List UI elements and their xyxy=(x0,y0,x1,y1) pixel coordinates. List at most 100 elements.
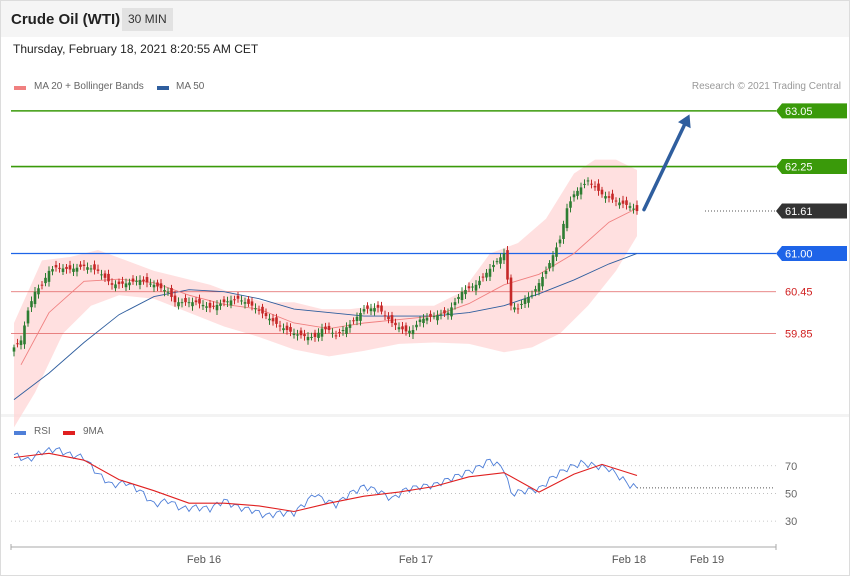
candle-body xyxy=(341,330,345,332)
candle-body xyxy=(499,257,502,264)
candle-body xyxy=(131,278,135,282)
candle-body xyxy=(576,190,579,196)
candle-body xyxy=(429,313,432,317)
candle-body xyxy=(149,283,152,285)
candle-body xyxy=(212,305,215,307)
candle-body xyxy=(264,312,268,317)
candle-body xyxy=(600,189,604,195)
candle-body xyxy=(324,326,327,330)
candle-body xyxy=(327,325,331,330)
legend-rsi-label: RSI xyxy=(34,426,51,437)
timeframe-badge[interactable]: 30 MIN xyxy=(122,8,173,31)
candle-body xyxy=(604,196,607,199)
level-label-2: 61.61 xyxy=(785,206,813,218)
candle-body xyxy=(40,284,44,286)
candle-body xyxy=(369,308,373,312)
candle-body xyxy=(135,280,138,282)
candle-body xyxy=(103,273,107,278)
legend-ma50-label: MA 50 xyxy=(176,81,205,92)
level-tag-0 xyxy=(776,103,847,119)
candle-body xyxy=(47,270,51,282)
candle-body xyxy=(12,347,16,352)
candle-body xyxy=(145,277,149,283)
candle-body xyxy=(618,202,621,206)
candle-body xyxy=(450,307,453,317)
x-tick-3: Feb 19 xyxy=(690,554,724,566)
candle-body xyxy=(37,288,40,295)
candle-body xyxy=(625,200,628,205)
candle-body xyxy=(425,317,429,321)
panel-divider xyxy=(1,414,849,417)
candle-body xyxy=(194,300,198,303)
candle-body xyxy=(513,307,516,310)
candle-body xyxy=(373,308,376,312)
candle-body xyxy=(257,309,261,311)
x-tick-2: Feb 18 xyxy=(612,554,646,566)
legend-swatch-9ma xyxy=(63,431,75,435)
candle-body xyxy=(79,264,82,267)
candle-body xyxy=(240,300,243,302)
candle-body xyxy=(201,304,205,307)
candle-body xyxy=(229,300,233,306)
target-arrow-head xyxy=(678,114,691,129)
candle-body xyxy=(114,284,117,289)
candle-body xyxy=(348,324,352,328)
candle-body xyxy=(478,280,481,286)
candle-body xyxy=(100,274,103,276)
candle-body xyxy=(355,316,359,322)
candle-body xyxy=(408,330,411,334)
legend-ma20-label: MA 20 + Bollinger Bands xyxy=(34,81,144,92)
candle-body xyxy=(464,290,467,295)
candle-body xyxy=(215,304,219,311)
candle-body xyxy=(208,302,212,308)
candle-body xyxy=(495,261,499,263)
candle-body xyxy=(110,283,114,285)
candle-body xyxy=(23,325,26,345)
candle-body xyxy=(75,267,79,272)
candle-body xyxy=(558,239,562,244)
candle-body xyxy=(275,317,278,324)
candle-body xyxy=(292,333,296,336)
candle-body xyxy=(180,302,184,304)
candle-body xyxy=(173,295,177,303)
candle-body xyxy=(233,299,236,301)
candle-body xyxy=(439,314,443,316)
candle-body xyxy=(345,327,348,334)
candle-body xyxy=(614,200,618,202)
instrument-title: Crude Oil (WTI) xyxy=(11,11,121,28)
candle-body xyxy=(467,286,471,289)
level-tag-1 xyxy=(776,159,847,175)
candle-body xyxy=(418,319,422,323)
level-tag-3 xyxy=(776,245,847,261)
candle-body xyxy=(586,180,590,182)
candle-body xyxy=(401,326,404,330)
candle-body xyxy=(331,332,334,334)
candle-body xyxy=(590,183,593,185)
candle-body xyxy=(313,332,317,337)
candle-body xyxy=(65,266,68,269)
candle-body xyxy=(219,303,222,306)
candle-body xyxy=(282,328,285,331)
candle-body xyxy=(376,304,380,308)
candle-body xyxy=(236,295,240,299)
candle-body xyxy=(362,309,366,312)
candle-body xyxy=(124,283,128,288)
level-label-5: 59.85 xyxy=(785,328,813,340)
candle-body xyxy=(383,315,387,317)
candle-body xyxy=(492,264,495,268)
candle-body xyxy=(597,183,600,191)
candle-body xyxy=(359,312,362,321)
candle-body xyxy=(527,296,530,303)
candle-body xyxy=(334,335,338,337)
candle-body xyxy=(271,318,275,322)
rsi-9ma-line xyxy=(13,452,638,513)
candle-body xyxy=(278,325,282,327)
candle-body xyxy=(565,208,569,229)
candle-body xyxy=(530,295,534,297)
candle-body xyxy=(170,288,173,297)
rsi-tick-50: 50 xyxy=(785,488,797,500)
candle-body xyxy=(411,330,415,335)
rsi-line xyxy=(13,446,638,519)
candle-body xyxy=(551,255,555,267)
candle-body xyxy=(317,332,320,338)
